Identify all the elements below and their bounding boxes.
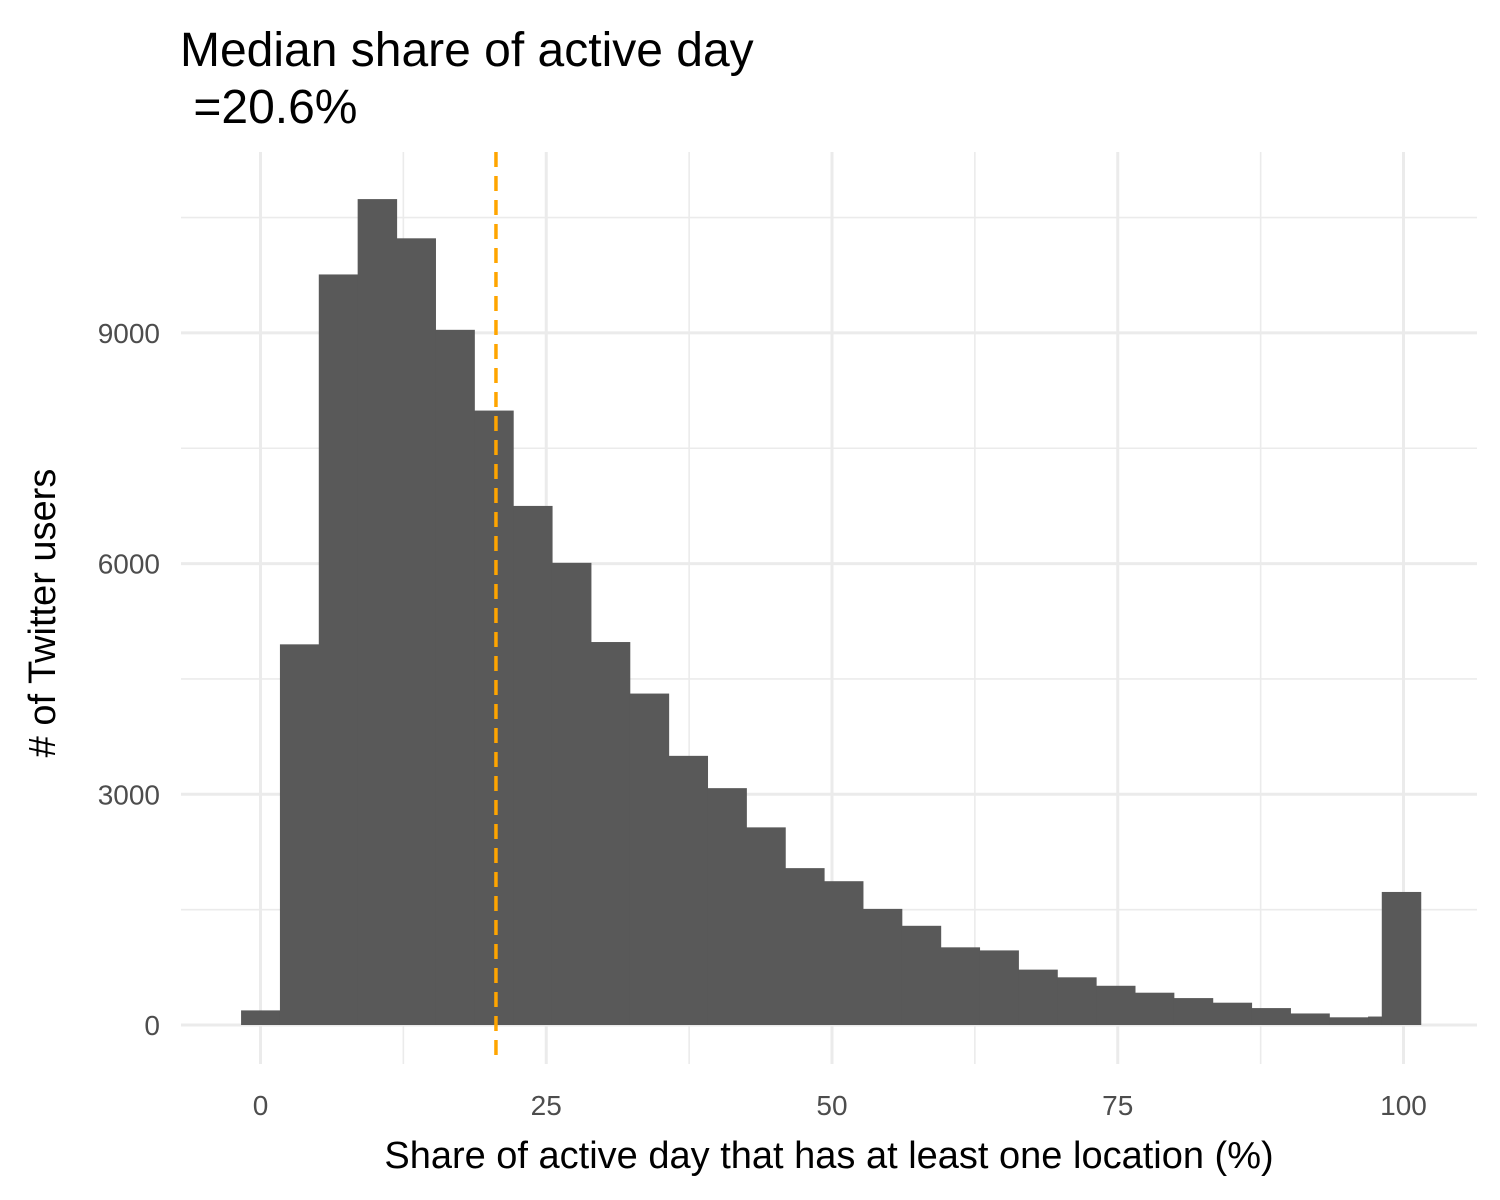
x-tick-label: 100	[1380, 1090, 1427, 1121]
chart-title-line-2: =20.6%	[180, 81, 357, 134]
histogram-bar	[668, 755, 709, 1025]
histogram-bar	[707, 788, 747, 1025]
histogram-bar	[1212, 1002, 1253, 1025]
y-tick-label: 9000	[98, 318, 160, 349]
y-tick-label: 6000	[98, 549, 160, 580]
histogram-bar	[318, 274, 359, 1025]
histogram-bar	[551, 562, 592, 1025]
y-tick-label: 0	[144, 1010, 160, 1041]
histogram-bar	[1173, 998, 1214, 1025]
histogram-bar	[746, 827, 786, 1025]
y-tick-label: 3000	[98, 779, 160, 810]
histogram-bar	[1096, 985, 1136, 1025]
histogram-bar	[1381, 891, 1422, 1025]
histogram-bar	[1251, 1008, 1291, 1025]
histogram-bar	[474, 410, 514, 1026]
histogram-bar	[396, 238, 436, 1026]
x-tick-label: 50	[816, 1090, 847, 1121]
histogram-bar	[435, 329, 475, 1026]
histogram-bar	[357, 199, 398, 1025]
histogram-bar	[862, 908, 903, 1025]
histogram-bar	[979, 950, 1019, 1025]
chart-title-line-1: Median share of active day	[180, 24, 754, 77]
histogram-bar	[513, 505, 553, 1025]
histogram-bar	[1290, 1013, 1330, 1025]
histogram-bar	[279, 644, 320, 1025]
x-tick-label: 0	[253, 1090, 269, 1121]
y-axis-tick-labels: 0 3000 6000 9000	[98, 318, 160, 1041]
histogram-bar	[241, 1010, 281, 1025]
x-axis-tick-labels: 0 25 50 75 100	[253, 1090, 1427, 1121]
histogram-bar	[823, 881, 864, 1025]
histogram-bar	[1057, 977, 1097, 1025]
histogram-bar	[590, 642, 631, 1025]
histogram-bars	[241, 199, 1422, 1026]
histogram-bar	[629, 693, 670, 1025]
histogram-bar	[1329, 1017, 1369, 1025]
y-axis-title: # of Twitter users	[22, 469, 64, 758]
histogram-bar	[785, 868, 825, 1025]
histogram-bar	[940, 947, 981, 1025]
x-tick-label: 75	[1102, 1090, 1133, 1121]
x-tick-label: 25	[531, 1090, 562, 1121]
histogram-bar	[1018, 969, 1058, 1025]
histogram-bar	[1134, 992, 1175, 1025]
x-axis-title: Share of active day that has at least on…	[384, 1135, 1273, 1177]
histogram-bar	[901, 925, 942, 1025]
